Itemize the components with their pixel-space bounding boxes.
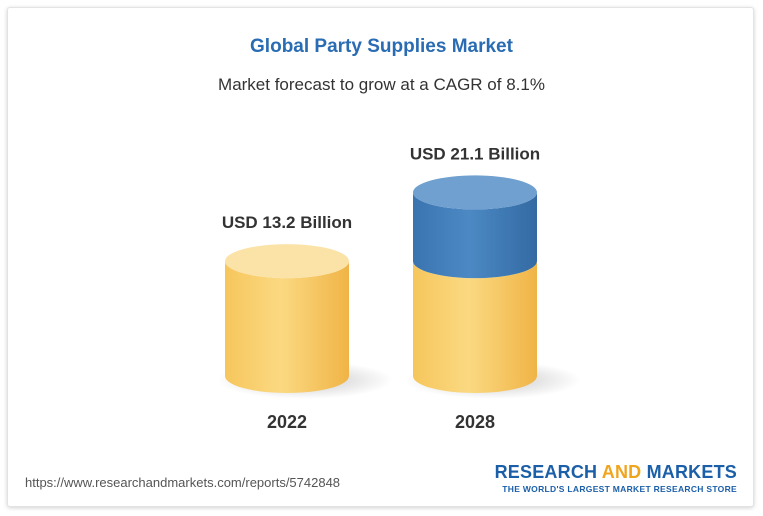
- brand-logo: RESEARCH AND MARKETS THE WORLD'S LARGEST…: [495, 462, 737, 496]
- chart-title: Global Party Supplies Market: [250, 36, 513, 57]
- bar-top-cap: [413, 175, 537, 210]
- brand-name: RESEARCH AND MARKETS: [495, 462, 737, 482]
- brand-name-part3: MARKETS: [646, 462, 737, 482]
- bar-base-segment: [413, 261, 537, 393]
- chart-card: [7, 7, 754, 507]
- bar-growth-segment: [413, 192, 537, 279]
- data-label: USD 21.1 Billion: [410, 144, 540, 163]
- data-label: USD 13.2 Billion: [222, 213, 352, 232]
- brand-name-part2: AND: [601, 462, 642, 482]
- chart-subtitle: Market forecast to grow at a CAGR of 8.1…: [218, 75, 545, 94]
- bar-base-segment: [225, 261, 349, 393]
- cylinder-bar-2022: USD 13.2 Billion 2022: [217, 213, 393, 432]
- brand-tagline: THE WORLD'S LARGEST MARKET RESEARCH STOR…: [502, 484, 737, 494]
- category-label: 2028: [455, 412, 495, 432]
- bar-top-cap: [225, 244, 349, 279]
- cylinder-bar-2028: USD 21.1 Billion 2028: [405, 144, 581, 432]
- source-url[interactable]: https://www.researchandmarkets.com/repor…: [25, 475, 341, 490]
- brand-name-part1: RESEARCH: [494, 462, 598, 482]
- category-label: 2022: [267, 412, 307, 432]
